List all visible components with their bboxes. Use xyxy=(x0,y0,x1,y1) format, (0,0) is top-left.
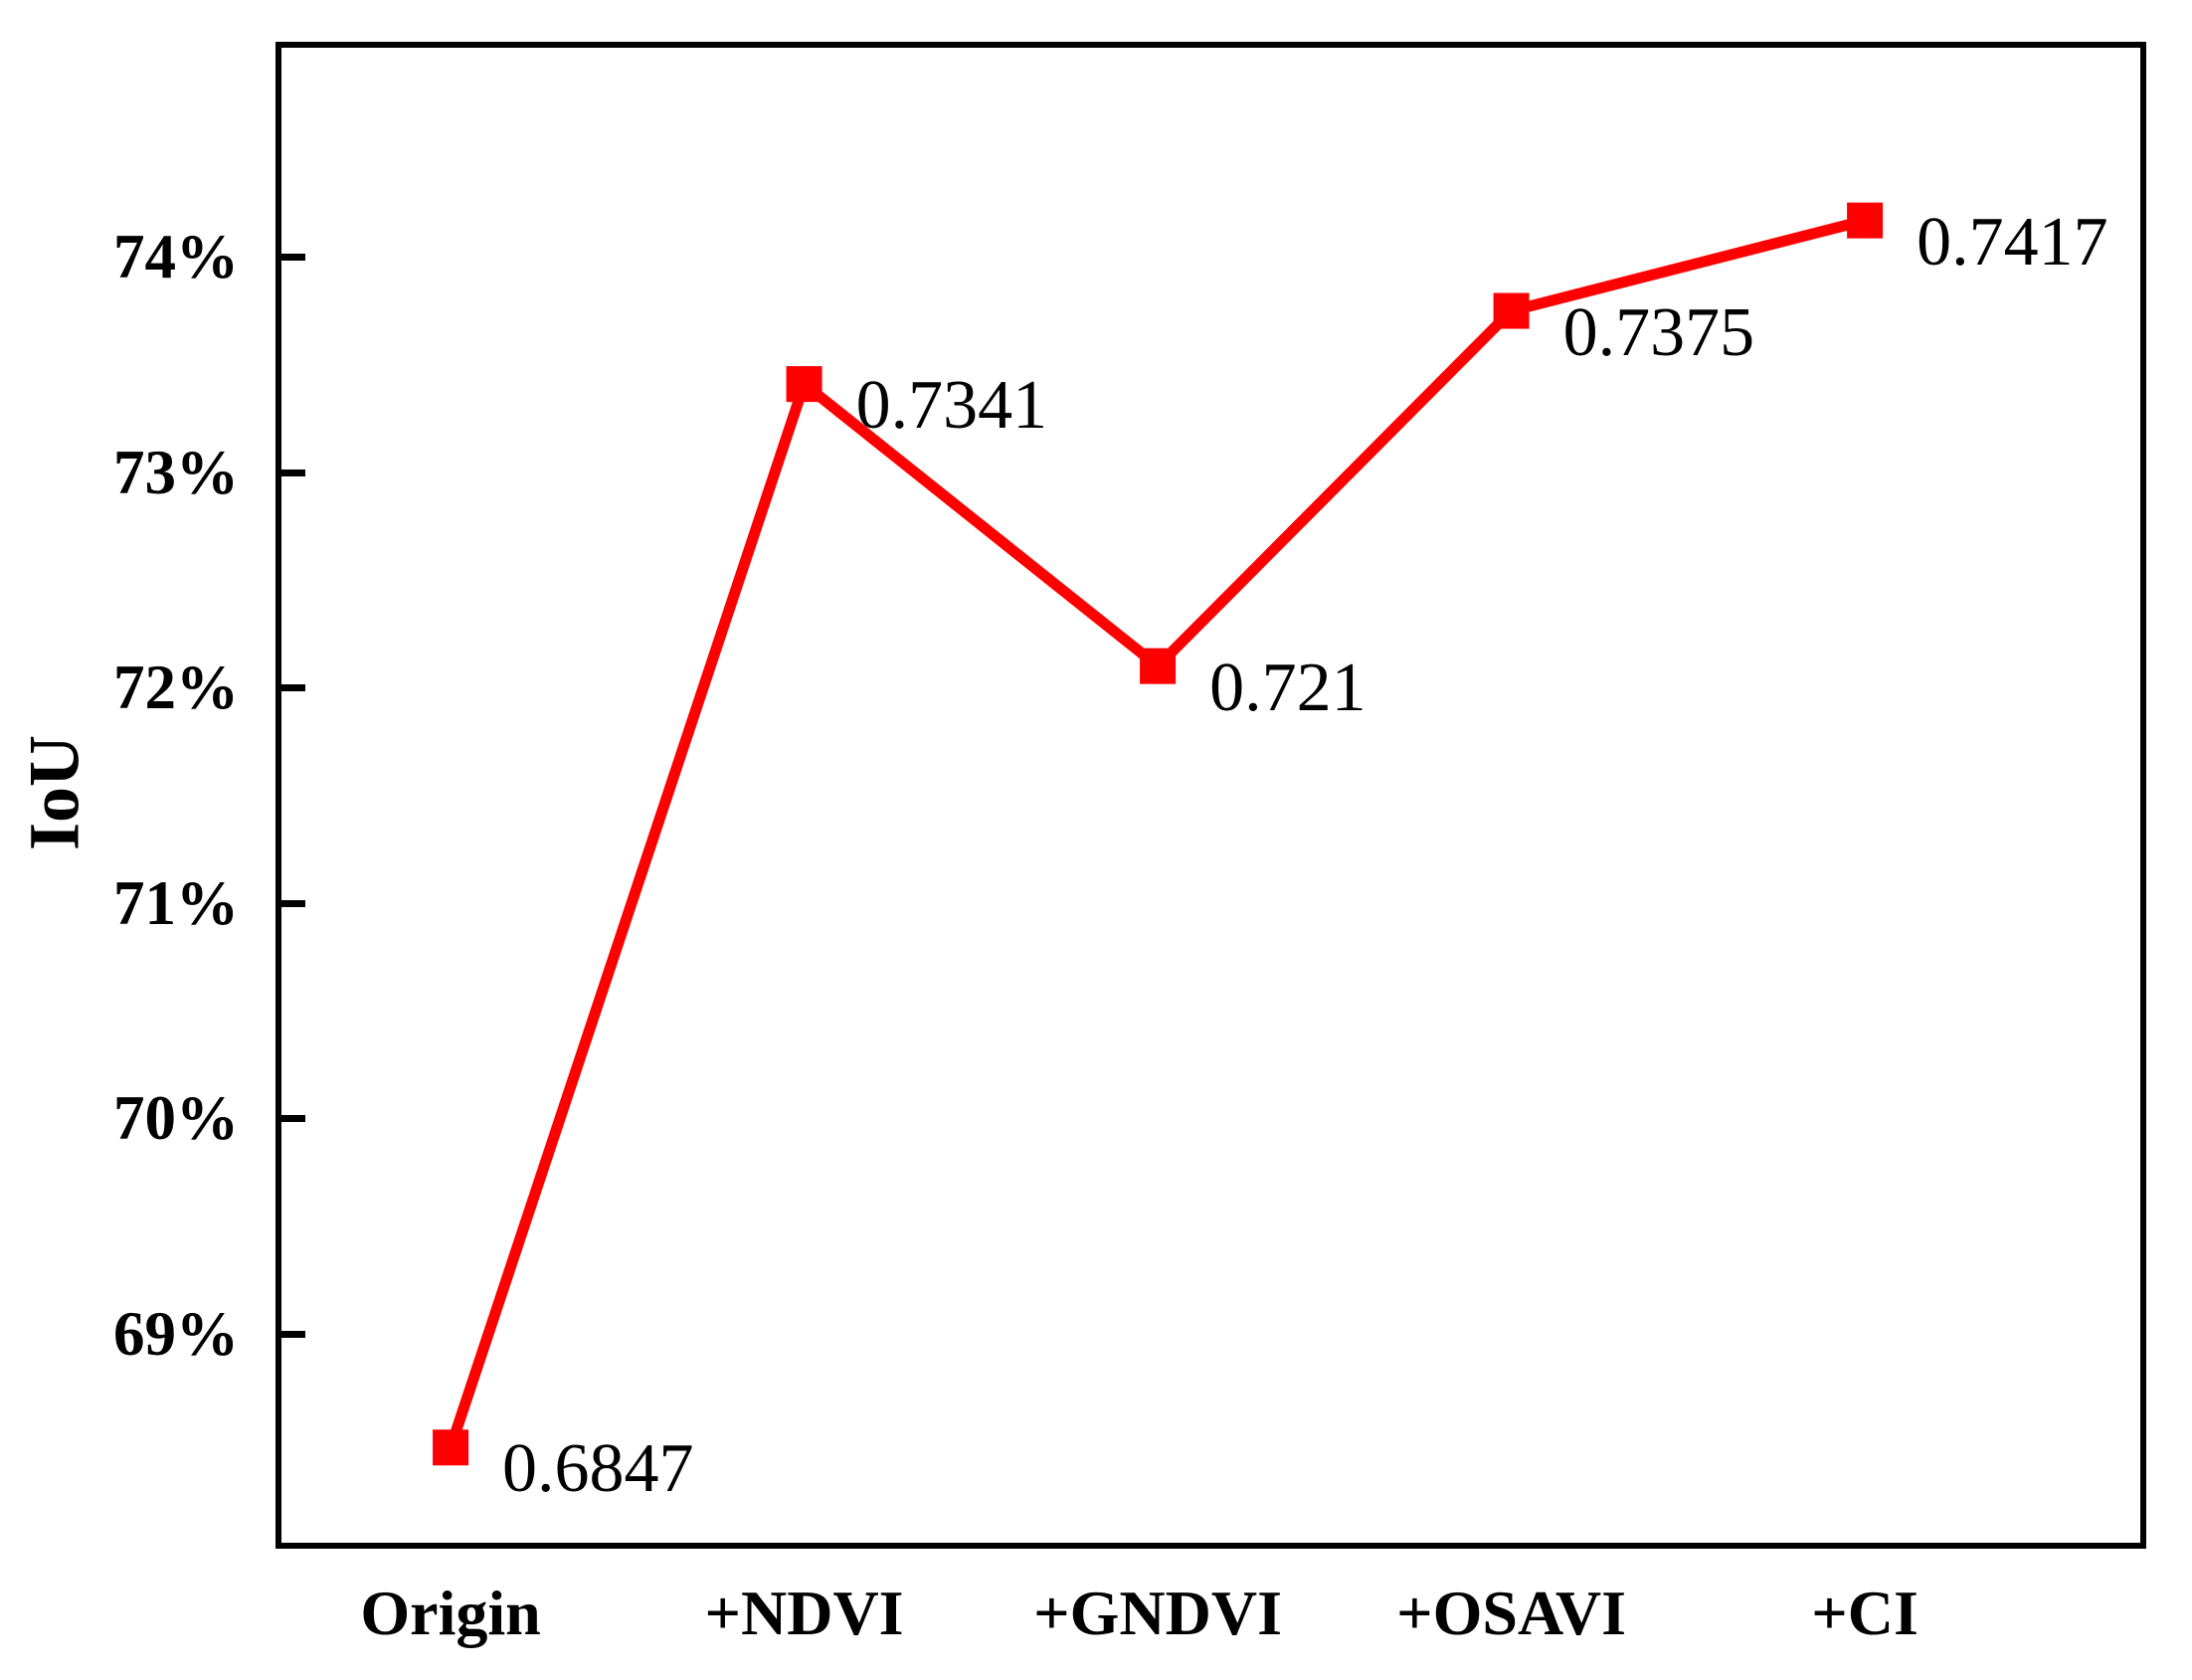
plot-area xyxy=(275,42,2146,1549)
y-axis-tick-label: 69% xyxy=(113,1298,239,1369)
y-axis-tick-label: 71% xyxy=(113,867,239,938)
y-axis-tick-label: 74% xyxy=(113,222,239,292)
x-axis-category-label: Origin xyxy=(360,1578,541,1648)
data-point-value-label: 0.7341 xyxy=(855,367,1048,445)
y-axis-tick-label: 72% xyxy=(113,653,239,723)
x-axis-category-label: +GNDVI xyxy=(1033,1578,1282,1648)
x-axis-category-label: +OSAVI xyxy=(1396,1578,1627,1648)
data-point-value-label: 0.6847 xyxy=(502,1430,694,1508)
data-point-value-label: 0.7375 xyxy=(1562,293,1755,371)
data-point-value-label: 0.721 xyxy=(1209,649,1367,726)
y-axis-tick-mark xyxy=(281,468,305,476)
y-axis-tick-mark xyxy=(281,899,305,907)
y-axis-tick-mark xyxy=(281,1115,305,1123)
y-axis-tick-mark xyxy=(281,684,305,692)
x-axis-category-label: +NDVI xyxy=(704,1578,904,1648)
x-axis-category-label: +CI xyxy=(1811,1578,1918,1648)
y-axis-tick-label: 70% xyxy=(113,1083,239,1154)
data-point-value-label: 0.7417 xyxy=(1917,203,2108,280)
y-axis-tick-label: 73% xyxy=(113,437,239,507)
y-axis-tick-mark xyxy=(281,254,305,262)
y-axis-title: IoU xyxy=(14,734,94,851)
y-axis-tick-mark xyxy=(281,1330,305,1338)
